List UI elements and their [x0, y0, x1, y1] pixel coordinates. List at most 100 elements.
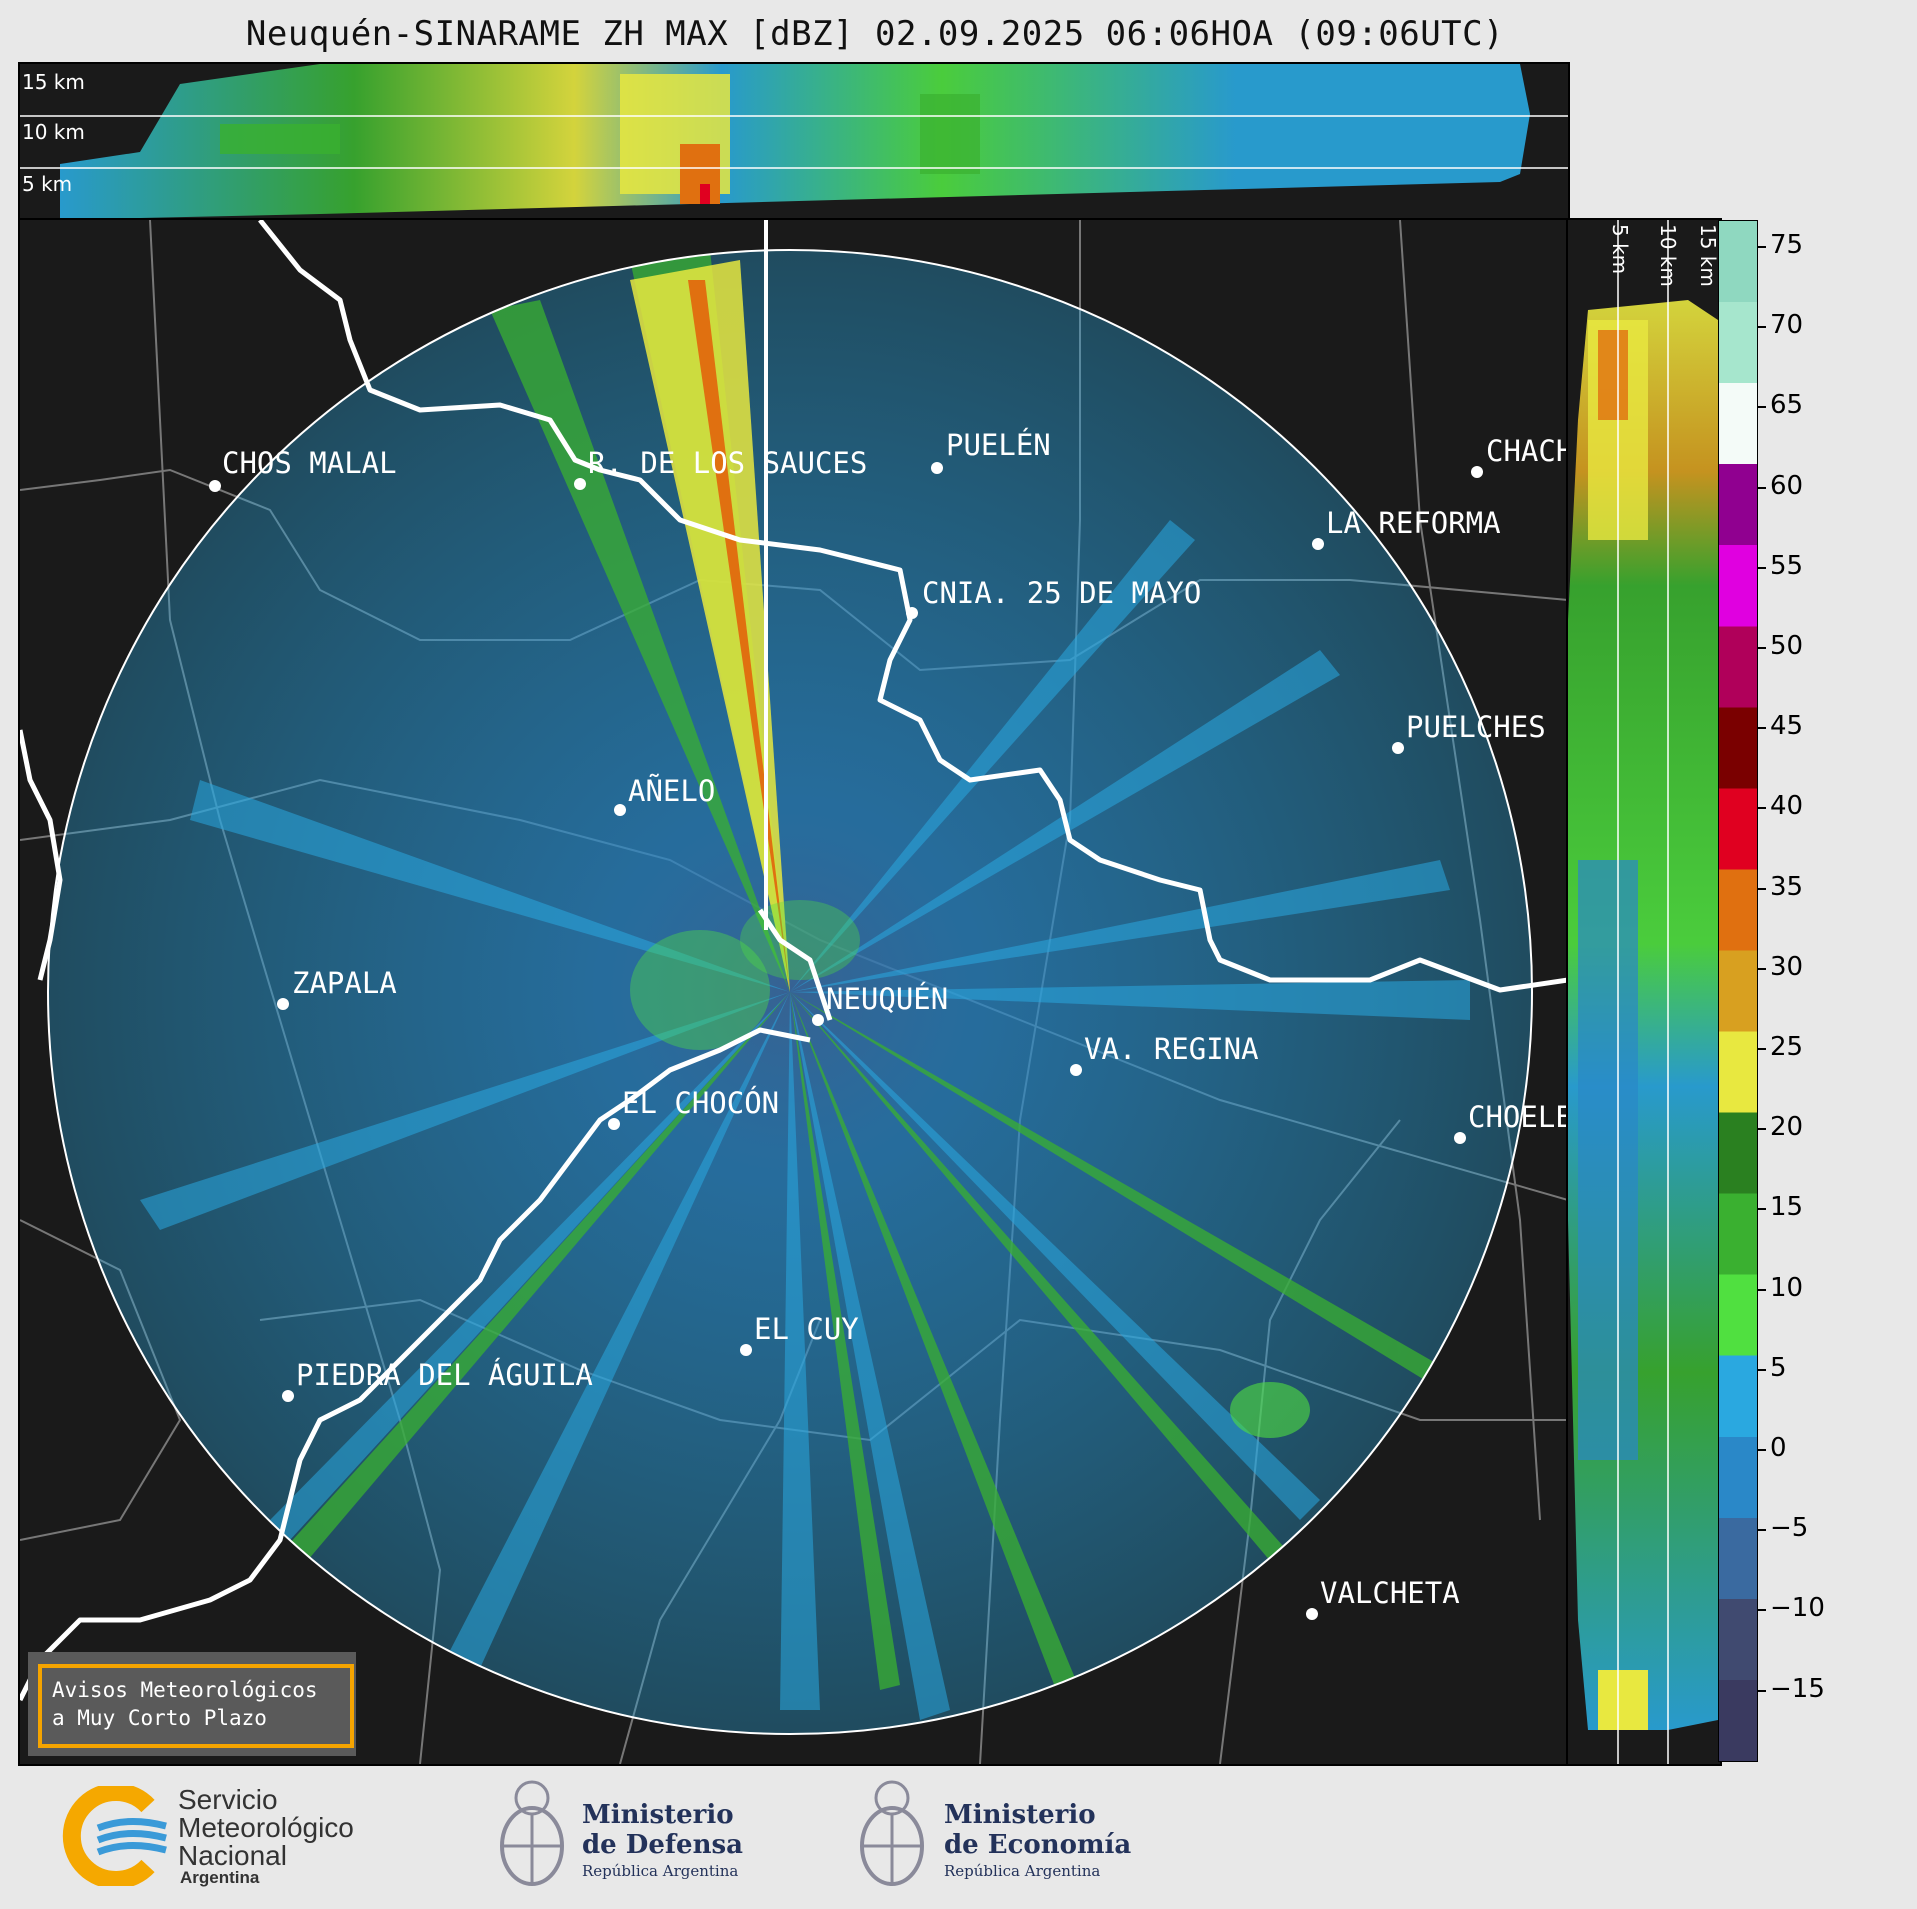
coat-of-arms-icon — [860, 1780, 924, 1886]
colorbar-tick — [1758, 1288, 1766, 1291]
colorbar-tick-label: 70 — [1770, 310, 1804, 341]
colorbar-tick-label: 20 — [1770, 1112, 1804, 1143]
warning-line-2: a Muy Corto Plazo — [52, 1706, 267, 1730]
colorbar-tick — [1758, 1689, 1766, 1692]
height-label-5km: 5 km — [22, 172, 73, 196]
economia-text-3: República Argentina — [944, 1862, 1101, 1880]
colorbar-tick-label: 30 — [1770, 951, 1804, 982]
colorbar-tick-label: 55 — [1770, 550, 1804, 581]
city-marker — [608, 1118, 620, 1130]
colorbar-tick — [1758, 1449, 1766, 1451]
colorbar-tick-label: 15 — [1770, 1192, 1804, 1223]
height-label-15km: 15 km — [22, 70, 85, 94]
colorbar-tick — [1758, 647, 1766, 649]
colorbar-tick-label: −15 — [1770, 1673, 1825, 1704]
side-label-15km: 15 km — [1696, 224, 1720, 287]
city-marker — [1471, 466, 1483, 478]
city-marker — [574, 478, 586, 490]
colorbar-tick-label: 35 — [1770, 871, 1804, 902]
coat-of-arms-icon — [500, 1780, 564, 1886]
city-label-chos-malal: CHOS MALAL — [222, 446, 397, 480]
city-marker — [277, 998, 289, 1010]
colorbar-tick-label: 75 — [1770, 230, 1804, 260]
city-marker — [931, 462, 943, 474]
colorbar-tick — [1758, 1609, 1766, 1612]
city-marker — [614, 804, 626, 816]
colorbar-tick-label: 50 — [1770, 631, 1804, 661]
colorbar-tick — [1758, 406, 1766, 409]
smn-text-2: Meteorológico — [178, 1812, 354, 1843]
colorbar-tick-label: −5 — [1770, 1513, 1809, 1544]
city-label-el-cuy: EL CUY — [754, 1312, 859, 1346]
economia-text-2: de Economía — [944, 1830, 1132, 1860]
colorbar — [1718, 220, 1758, 1762]
city-marker — [1454, 1132, 1466, 1144]
colorbar-tick-label: 5 — [1770, 1352, 1787, 1383]
city-label-colonia-25-de-mayo: CNIA. 25 DE MAYO — [922, 576, 1202, 610]
city-marker — [1392, 742, 1404, 754]
city-marker — [209, 480, 221, 492]
colorbar-tick — [1758, 246, 1766, 248]
colorbar-tick — [1758, 1529, 1766, 1532]
city-label-valcheta: VALCHETA — [1320, 1576, 1460, 1610]
colorbar-tick — [1758, 1048, 1766, 1050]
colorbar-tick — [1758, 887, 1766, 890]
colorbar-tick-label: 40 — [1770, 791, 1804, 822]
city-label-el-chocon: EL CHOCÓN — [622, 1086, 780, 1120]
warning-line-1: Avisos Meteorológicos — [52, 1678, 318, 1702]
colorbar-tick — [1758, 1368, 1766, 1371]
height-label-10km: 10 km — [22, 120, 85, 144]
colorbar-tick — [1758, 807, 1766, 810]
colorbar-tick — [1758, 486, 1766, 489]
colorbar-tick-label: 10 — [1770, 1272, 1804, 1303]
radar-map-image — [20, 220, 1568, 1764]
radar-map: CHOS MALAL R. DE LOS SAUCES PUELÉN CHACH… — [18, 218, 1570, 1766]
city-label-chach: CHACH — [1486, 434, 1570, 468]
city-marker — [1306, 1608, 1318, 1620]
city-label-rincon-de-los-sauces: R. DE LOS SAUCES — [588, 446, 868, 480]
colorbar-tick-label: 25 — [1770, 1032, 1804, 1062]
city-marker — [906, 607, 918, 619]
city-marker — [282, 1390, 294, 1402]
defensa-text-1: Ministerio — [582, 1800, 734, 1830]
warning-frame: Avisos Meteorológicos a Muy Corto Plazo — [38, 1664, 354, 1748]
side-cross-section-image — [1568, 220, 1718, 1764]
smn-text-1: Servicio — [178, 1784, 278, 1815]
colorbar-tick — [1758, 566, 1766, 569]
city-label-la-reforma: LA REFORMA — [1326, 506, 1501, 540]
side-cross-section: 5 km 10 km 15 km — [1566, 218, 1722, 1766]
city-label-villa-regina: VA. REGINA — [1084, 1032, 1259, 1066]
city-label-zapala: ZAPALA — [292, 966, 397, 1000]
city-label-puelen: PUELÉN — [946, 428, 1051, 462]
city-label-piedra-del-aguila: PIEDRA DEL ÁGUILA — [296, 1358, 593, 1392]
colorbar-tick-label: −10 — [1770, 1593, 1825, 1624]
top-cross-section: 15 km 10 km 5 km — [18, 62, 1570, 220]
colorbar-tick-label: 45 — [1770, 711, 1804, 742]
city-label-anelo: AÑELO — [628, 774, 716, 808]
colorbar-tick-label: 65 — [1770, 390, 1804, 421]
defensa-text-2: de Defensa — [582, 1830, 743, 1860]
city-marker — [1312, 538, 1324, 550]
city-label-neuquen: NEUQUÉN — [826, 982, 949, 1016]
colorbar-tick — [1758, 1128, 1766, 1131]
colorbar-tick — [1758, 727, 1766, 730]
side-label-5km: 5 km — [1608, 224, 1632, 275]
colorbar-tick — [1758, 1208, 1766, 1211]
defensa-text-3: República Argentina — [582, 1862, 739, 1880]
smn-text-3: Nacional — [178, 1840, 287, 1871]
map-title: Neuquén-SINARAME ZH MAX [dBZ] 02.09.2025… — [245, 14, 1505, 54]
colorbar-tick — [1758, 326, 1766, 329]
economia-text-1: Ministerio — [944, 1800, 1096, 1830]
top-cross-section-image — [20, 64, 1568, 218]
city-label-choele: CHOELE — [1468, 1100, 1570, 1134]
colorbar-tick-label: 0 — [1770, 1433, 1787, 1463]
city-marker — [1070, 1064, 1082, 1076]
warning-box: Avisos Meteorológicos a Muy Corto Plazo — [28, 1652, 356, 1756]
smn-logo-icon — [62, 1786, 167, 1886]
colorbar-tick — [1758, 967, 1766, 970]
city-marker — [812, 1014, 824, 1026]
smn-text-4: Argentina — [180, 1868, 260, 1887]
city-marker — [740, 1344, 752, 1356]
colorbar-tick-label: 60 — [1770, 470, 1804, 501]
side-label-10km: 10 km — [1656, 224, 1680, 287]
